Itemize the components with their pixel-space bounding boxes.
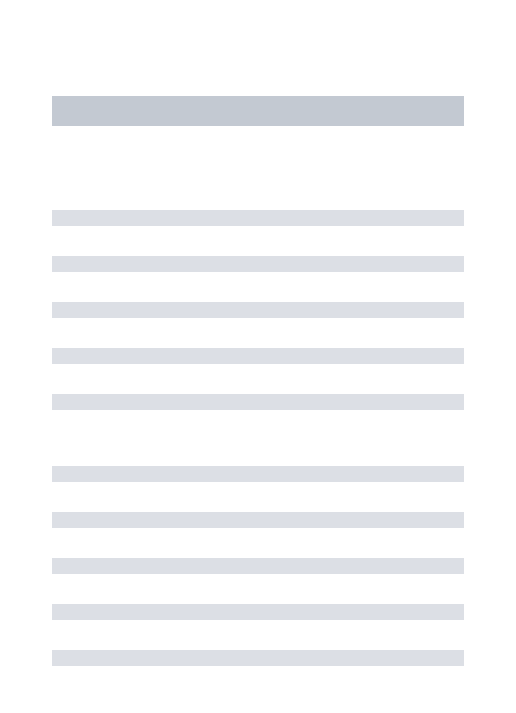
skeleton-line-group <box>52 210 464 410</box>
skeleton-line <box>52 466 464 482</box>
skeleton-line <box>52 650 464 666</box>
skeleton-line <box>52 558 464 574</box>
skeleton-line <box>52 210 464 226</box>
skeleton-line <box>52 394 464 410</box>
skeleton-container <box>0 0 516 666</box>
skeleton-group-spacer <box>52 410 464 466</box>
skeleton-line-group <box>52 466 464 666</box>
skeleton-spacer <box>52 126 464 210</box>
skeleton-line <box>52 302 464 318</box>
skeleton-line <box>52 604 464 620</box>
skeleton-groups <box>52 210 464 666</box>
skeleton-line <box>52 348 464 364</box>
skeleton-title-bar <box>52 96 464 126</box>
skeleton-line <box>52 256 464 272</box>
skeleton-line <box>52 512 464 528</box>
